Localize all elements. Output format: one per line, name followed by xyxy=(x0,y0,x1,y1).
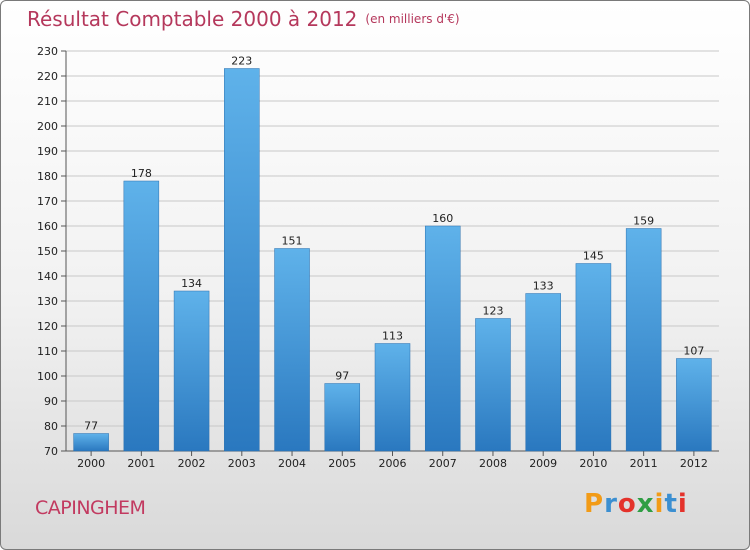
logo-letter: r xyxy=(604,489,618,519)
bar-2004 xyxy=(274,248,310,452)
y-tick-label: 150 xyxy=(37,245,58,258)
logo-letter: t xyxy=(664,489,678,519)
x-tick-label: 2004 xyxy=(278,457,306,470)
y-tick-label: 70 xyxy=(44,445,58,458)
x-tick-label: 2003 xyxy=(228,457,256,470)
chart-title: Résultat Comptable 2000 à 2012 (en millie… xyxy=(27,7,460,31)
bar-2003 xyxy=(224,68,260,452)
logo-letter: x xyxy=(636,489,655,519)
y-tick-label: 100 xyxy=(37,370,58,383)
x-tick-label: 2009 xyxy=(529,457,557,470)
bar-2010 xyxy=(575,263,612,452)
y-tick-label: 220 xyxy=(37,70,58,83)
bar-2000 xyxy=(73,433,109,452)
logo-letter: i xyxy=(654,489,665,519)
x-tick-label: 2005 xyxy=(328,457,356,470)
data-label-2006: 113 xyxy=(382,330,403,343)
bar-2002 xyxy=(173,290,210,452)
y-tick-label: 160 xyxy=(37,220,58,233)
logo-letter: P xyxy=(584,489,605,519)
bar-2007 xyxy=(424,225,461,452)
y-tick-label: 140 xyxy=(37,270,58,283)
y-tick-label: 110 xyxy=(37,345,58,358)
proxiti-logo: Proxiti xyxy=(584,489,688,519)
x-tick-label: 2002 xyxy=(178,457,206,470)
data-label-2008: 123 xyxy=(482,305,503,318)
bar-layer xyxy=(73,68,712,452)
x-tick-label: 2010 xyxy=(579,457,607,470)
y-tick-label: 210 xyxy=(37,95,58,108)
data-label-2009: 133 xyxy=(533,280,554,293)
chart-subtitle: (en milliers d'€) xyxy=(365,12,460,26)
y-tick-label: 230 xyxy=(37,45,58,58)
x-tick-label: 2007 xyxy=(429,457,457,470)
data-label-2005: 97 xyxy=(335,370,349,383)
bar-2009 xyxy=(525,293,561,452)
x-tick-label: 2011 xyxy=(630,457,658,470)
bar-2005 xyxy=(324,383,361,452)
y-tick-label: 80 xyxy=(44,420,58,433)
bar-2001 xyxy=(123,180,160,452)
data-label-2004: 151 xyxy=(282,235,303,248)
x-tick-label: 2001 xyxy=(127,457,155,470)
y-tick-label: 130 xyxy=(37,295,58,308)
bar-2008 xyxy=(475,318,511,452)
y-tick-label: 200 xyxy=(37,120,58,133)
x-tick-label: 2000 xyxy=(77,457,105,470)
data-label-2000: 77 xyxy=(84,420,98,433)
label-layer: 77 178 134 223 151 97 113 160 123 133 145 159 107 xyxy=(84,55,704,433)
bar-2012 xyxy=(676,358,712,452)
y-tick-label: 120 xyxy=(37,320,58,333)
bar-2011 xyxy=(625,228,662,452)
y-tick-label: 190 xyxy=(37,145,58,158)
x-tick-label: 2012 xyxy=(680,457,708,470)
y-tick-label: 180 xyxy=(37,170,58,183)
data-label-2010: 145 xyxy=(583,250,604,263)
y-tick-label: 170 xyxy=(37,195,58,208)
data-label-2001: 178 xyxy=(131,167,152,180)
data-label-2002: 134 xyxy=(181,277,202,290)
data-label-2003: 223 xyxy=(231,55,252,68)
data-label-2012: 107 xyxy=(683,345,704,358)
y-tick-label: 90 xyxy=(44,395,58,408)
x-tick-label: 2008 xyxy=(479,457,507,470)
logo-letter: i xyxy=(677,489,688,519)
x-tick-label: 2006 xyxy=(379,457,407,470)
data-label-2007: 160 xyxy=(432,212,453,225)
data-label-2011: 159 xyxy=(633,215,654,228)
commune-name: CAPINGHEM xyxy=(35,497,146,519)
title-text: Résultat Comptable 2000 à 2012 xyxy=(27,7,358,31)
bar-2006 xyxy=(374,343,411,452)
logo-letter: o xyxy=(617,489,637,519)
